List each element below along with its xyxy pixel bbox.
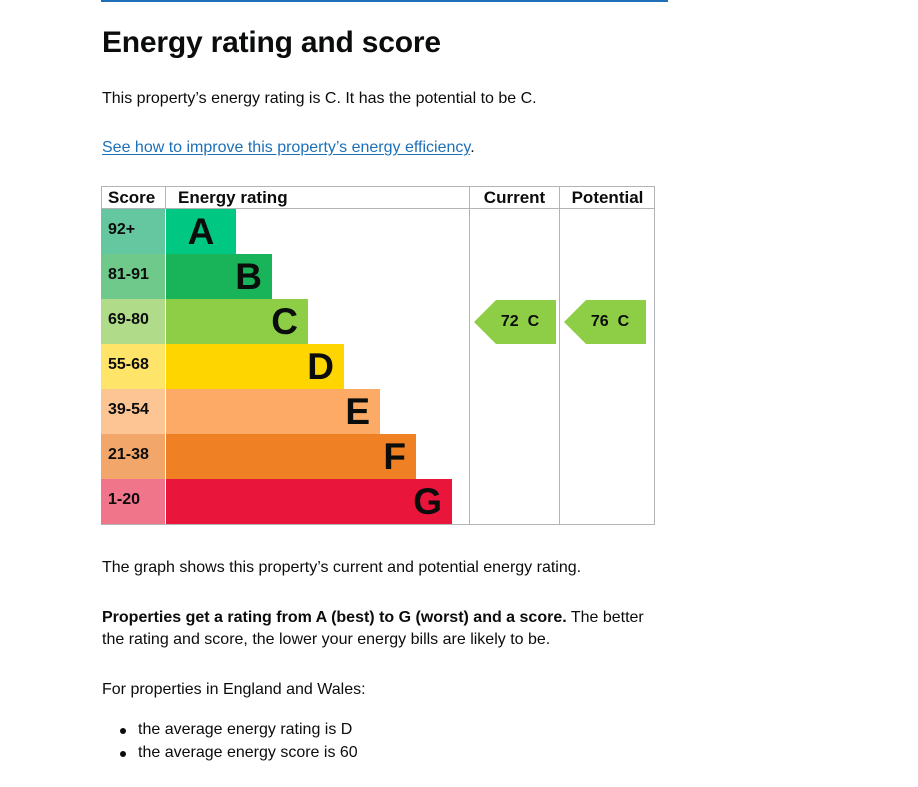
score-range-g: 1-20: [101, 479, 165, 524]
rating-band-e: E: [166, 389, 380, 434]
improve-efficiency-link[interactable]: See how to improve this property’s energ…: [102, 139, 471, 156]
intro-text: This property’s energy rating is C. It h…: [102, 90, 537, 107]
score-range-b: 81-91: [101, 254, 165, 299]
rating-band-a: A: [166, 209, 236, 254]
improve-paragraph: See how to improve this property’s energ…: [102, 137, 475, 159]
rating-band-d: D: [166, 344, 344, 389]
header-divider: [101, 208, 655, 209]
rating-band-b: B: [166, 254, 272, 299]
rating-explanation-rest: The better: [566, 609, 644, 626]
current-header: Current: [483, 188, 546, 207]
list-item: the average energy rating is D: [120, 719, 358, 741]
rating-band-f: F: [166, 434, 416, 479]
score-range-f: 21-38: [101, 434, 165, 479]
average-intro: For properties in England and Wales:: [102, 681, 366, 698]
potential-column-divider: [559, 186, 560, 525]
energy-rating-header: Energy rating: [178, 188, 288, 207]
score-header: Score: [108, 188, 156, 207]
rating-explanation-line2: the rating and score, the lower your ene…: [102, 631, 551, 648]
score-range-a: 92+: [101, 209, 165, 254]
rating-explanation-bold: Properties get a rating from A (best) to…: [102, 609, 567, 626]
rating-band-c: C: [166, 299, 308, 344]
page-title: Energy rating and score: [102, 26, 441, 59]
average-list: the average energy rating is D the avera…: [102, 719, 358, 765]
rating-band-g: G: [166, 479, 452, 524]
score-range-d: 55-68: [101, 344, 165, 389]
score-column-divider: [165, 186, 166, 208]
improve-link-suffix: .: [470, 139, 475, 156]
score-range-e: 39-54: [101, 389, 165, 434]
rating-explanation: Properties get a rating from A (best) to…: [102, 607, 644, 651]
potential-header: Potential: [571, 188, 644, 207]
score-range-c: 69-80: [101, 299, 165, 344]
top-rule: [101, 0, 668, 2]
energy-rating-graph: Score Energy rating Current Potential 92…: [101, 186, 655, 525]
current-column-divider: [469, 186, 470, 525]
graph-caption: The graph shows this property’s current …: [102, 559, 582, 576]
list-item: the average energy score is 60: [120, 742, 358, 764]
